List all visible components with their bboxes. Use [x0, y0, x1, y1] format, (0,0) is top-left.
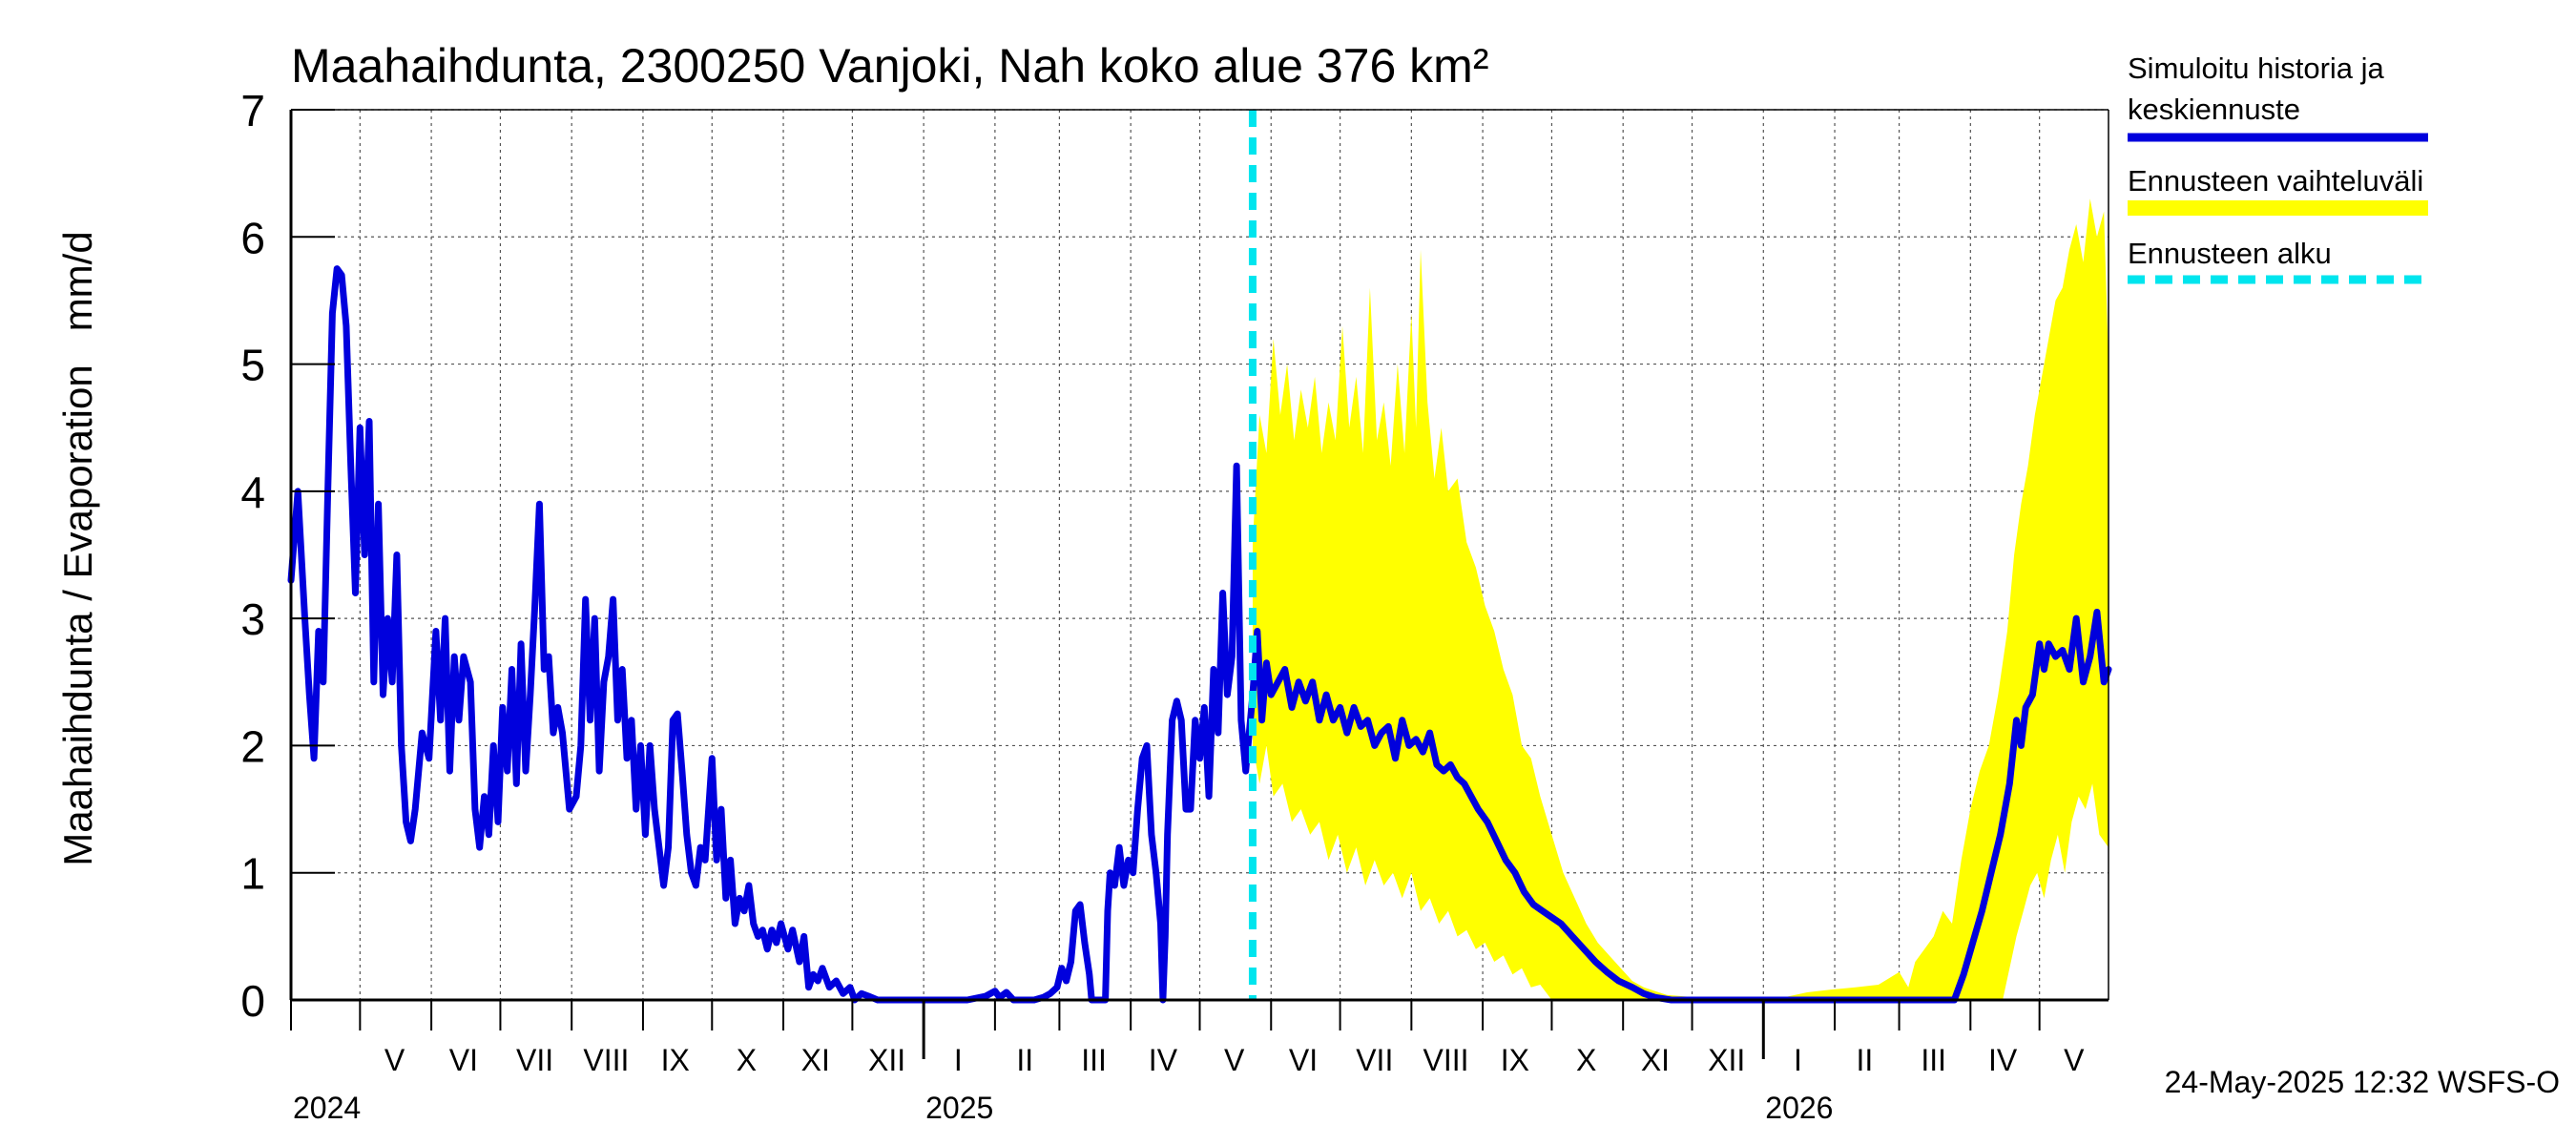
- x-month-label: IX: [1501, 1043, 1529, 1077]
- y-tick-label: 3: [240, 594, 265, 644]
- x-month-label: VI: [1289, 1043, 1318, 1077]
- x-month-label: XI: [801, 1043, 830, 1077]
- x-month-label: VIII: [1423, 1043, 1469, 1077]
- forecast-range-band: [1253, 198, 2109, 1001]
- x-month-label: IV: [1988, 1043, 2018, 1077]
- x-month-label: VI: [449, 1043, 478, 1077]
- x-year-label: 2026: [1765, 1091, 1833, 1125]
- y-tick-label: 1: [240, 849, 265, 899]
- series-lines: [287, 265, 2112, 1004]
- legend-label-simulated-line2: keskiennuste: [2128, 93, 2300, 126]
- footer-timestamp: 24-May-2025 12:32 WSFS-O: [2165, 1065, 2560, 1099]
- x-month-label: III: [1081, 1043, 1107, 1077]
- x-month-label: XI: [1641, 1043, 1670, 1077]
- x-month-label: VII: [1356, 1043, 1393, 1077]
- x-month-label: V: [1224, 1043, 1245, 1077]
- x-year-label: 2025: [925, 1091, 993, 1125]
- y-tick-label: 5: [240, 341, 265, 390]
- y-tick-label: 2: [240, 721, 265, 771]
- x-year-label: 2024: [293, 1091, 361, 1125]
- y-axis-label: Maahaihdunta / Evaporation mm/d: [55, 231, 100, 865]
- x-month-label: II: [1016, 1043, 1033, 1077]
- series-line-mean-forecast: [1249, 609, 2112, 1004]
- x-month-label: X: [737, 1043, 757, 1077]
- forecast-band-area: [1253, 198, 2109, 1001]
- x-month-label: VIII: [583, 1043, 629, 1077]
- y-tick-label: 7: [240, 86, 265, 135]
- y-tick-labels: 0 1 2 3 4 5 6 7: [240, 86, 265, 1026]
- x-month-label: XII: [1708, 1043, 1745, 1077]
- legend-label-forecast-start: Ennusteen alku: [2128, 237, 2332, 270]
- x-month-label: I: [1794, 1043, 1802, 1077]
- chart-title: Maahaihdunta, 2300250 Vanjoki, Nah koko …: [291, 39, 1488, 93]
- y-tick-label: 4: [240, 468, 265, 517]
- x-month-label: X: [1576, 1043, 1596, 1077]
- x-month-label: III: [1921, 1043, 1946, 1077]
- series-line-simulated-history: [287, 265, 1257, 1004]
- x-month-label: IX: [661, 1043, 690, 1077]
- legend: Simuloitu historia ja keskiennuste Ennus…: [2128, 52, 2428, 284]
- x-month-label: II: [1857, 1043, 1874, 1077]
- legend-label-range: Ennusteen vaihteluväli: [2128, 164, 2423, 198]
- x-month-label: VII: [516, 1043, 553, 1077]
- legend-label-simulated-line1: Simuloitu historia ja: [2128, 52, 2385, 85]
- x-month-label: IV: [1149, 1043, 1178, 1077]
- x-month-labels: V VI VII VIII IX X XI XII I II III IV V VI VII VIII IX X X…: [384, 1043, 2085, 1077]
- x-month-label: XII: [868, 1043, 905, 1077]
- x-year-labels: 2024 2025 2026: [293, 1091, 1833, 1125]
- y-tick-label: 6: [240, 213, 265, 262]
- x-month-label: V: [2064, 1043, 2085, 1077]
- x-month-label: I: [954, 1043, 963, 1077]
- axes: [289, 109, 2109, 1059]
- x-month-label: V: [384, 1043, 405, 1077]
- y-tick-label: 0: [240, 976, 265, 1026]
